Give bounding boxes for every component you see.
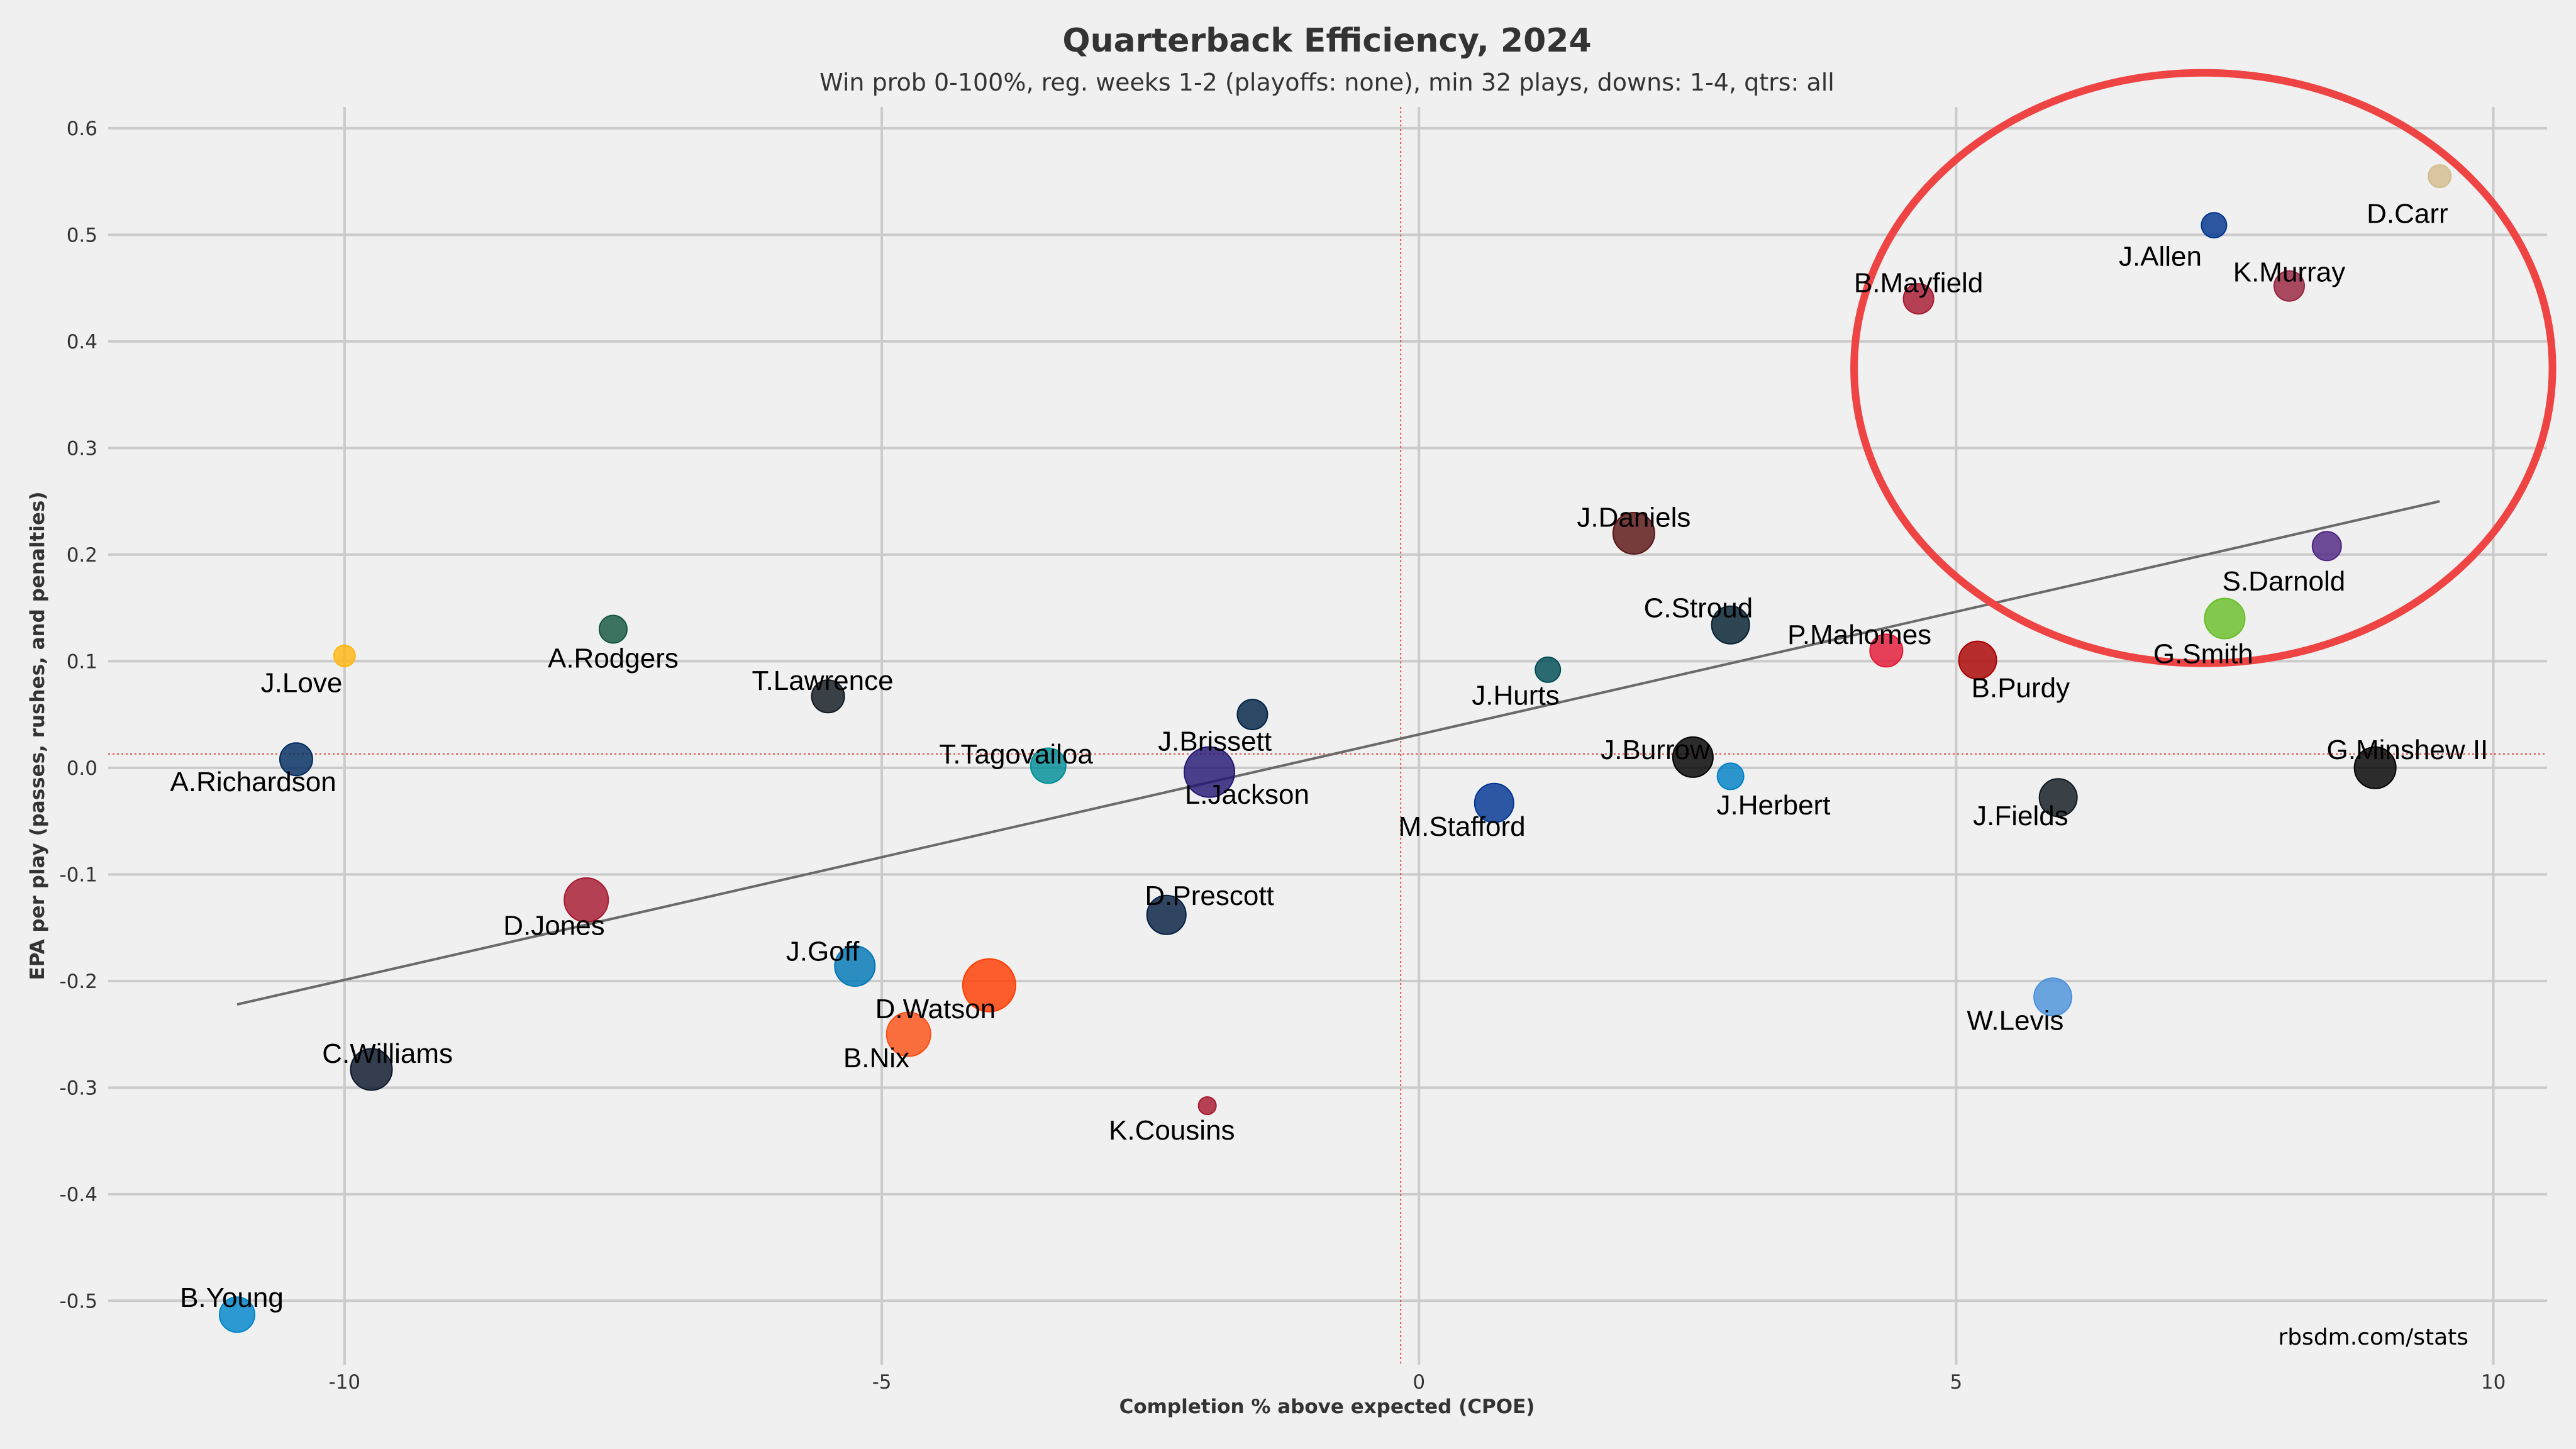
- y-tick-label: 0.3: [67, 437, 97, 460]
- point-j-daniels: [1612, 511, 1655, 555]
- y-tick-label: 0.2: [67, 544, 97, 567]
- y-tick-label: 0.1: [67, 650, 97, 673]
- point-j-hurts: [1535, 656, 1562, 683]
- y-tick-label: -0.3: [60, 1077, 98, 1099]
- point-label-w-levis: W.Levis: [1967, 1006, 2063, 1036]
- point-k-murray: [2273, 270, 2305, 302]
- point-label-j-allen: J.Allen: [2119, 241, 2202, 272]
- point-label-j-herbert: J.Herbert: [1716, 790, 1830, 821]
- point-k-cousins: [1197, 1096, 1217, 1116]
- point-j-love: [333, 644, 356, 667]
- point-label-s-darnold: S.Darnold: [2223, 566, 2346, 597]
- x-tick-label: 5: [1950, 1371, 1963, 1394]
- grid-layer: [108, 107, 2547, 1365]
- point-g-smith: [2204, 597, 2246, 640]
- trend-line-layer: [236, 500, 2440, 1006]
- point-label-j-burrow: J.Burrow: [1601, 735, 1710, 765]
- x-tick-label: -5: [872, 1371, 892, 1394]
- point-d-prescott: [1146, 894, 1187, 935]
- point-label-b-mayfield: B.Mayfield: [1854, 268, 1983, 299]
- point-label-c-williams: C.Williams: [322, 1038, 453, 1069]
- point-b-mayfield: [1902, 283, 1935, 315]
- point-label-g-minshew-ii: G.Minshew II: [2327, 735, 2489, 765]
- point-label-d-watson: D.Watson: [875, 994, 996, 1024]
- point-label-a-richardson: A.Richardson: [170, 767, 336, 797]
- point-p-mahomes: [1869, 633, 1904, 668]
- point-label-d-jones: D.Jones: [503, 911, 604, 941]
- point-d-watson: [962, 958, 1016, 1013]
- point-b-purdy: [1958, 640, 1997, 680]
- point-label-j-hurts: J.Hurts: [1472, 680, 1559, 711]
- x-tick-label: -10: [329, 1371, 361, 1394]
- x-tick-label: 0: [1413, 1371, 1425, 1394]
- point-label-m-stafford: M.Stafford: [1398, 811, 1525, 842]
- point-s-darnold: [2311, 531, 2342, 562]
- point-labels-layer: D.Carr J.Allen K.Murray B.Mayfield J.Daniels…: [170, 198, 2489, 1313]
- chart-title: Quarterback Efficiency, 2024: [1062, 22, 1591, 60]
- points-layer: [219, 164, 2452, 1333]
- point-c-williams: [350, 1048, 393, 1091]
- point-label-j-love: J.Love: [261, 667, 343, 698]
- point-label-j-brissett: J.Brissett: [1158, 726, 1272, 757]
- point-label-c-stroud: C.Stroud: [1644, 593, 1753, 624]
- point-j-burrow: [1672, 736, 1714, 778]
- x-tick-label: 10: [2481, 1371, 2506, 1394]
- point-b-nix: [886, 1011, 931, 1057]
- point-j-herbert: [1716, 762, 1745, 791]
- tick-labels-layer: 0.6 0.5 0.4 0.3 0.2 0.1 0.0 -0.1 -0.2 -0.3 -0.4 -0.…: [60, 118, 2506, 1394]
- point-j-allen: [2201, 212, 2228, 239]
- point-label-j-fields: J.Fields: [1973, 801, 2068, 831]
- point-a-richardson: [279, 742, 313, 777]
- y-tick-label: -0.1: [60, 863, 98, 886]
- chart-subtitle: Win prob 0-100%, reg. weeks 1-2 (playoff…: [819, 69, 1835, 96]
- highlight-ellipse: [1850, 69, 2557, 667]
- point-c-stroud: [1711, 605, 1750, 645]
- point-b-young: [219, 1296, 256, 1333]
- y-axis-label: EPA per play (passes, rushes, and penalt…: [26, 492, 49, 980]
- point-d-jones: [564, 877, 609, 923]
- trend-line: [236, 500, 2440, 1006]
- point-label-b-young: B.Young: [180, 1282, 284, 1313]
- point-l-jackson: [1184, 746, 1236, 798]
- point-a-rodgers: [598, 614, 628, 644]
- highlight-ellipse-layer: [1850, 69, 2557, 667]
- reference-lines: [108, 107, 2547, 1365]
- y-tick-label: 0.4: [67, 331, 97, 353]
- point-label-d-prescott: D.Prescott: [1145, 880, 1274, 911]
- point-m-stafford: [1474, 782, 1514, 823]
- point-j-goff: [834, 945, 876, 987]
- point-label-j-daniels: J.Daniels: [1577, 502, 1690, 533]
- point-label-p-mahomes: P.Mahomes: [1787, 619, 1931, 650]
- point-t-tagovailoa: [1030, 747, 1067, 784]
- point-label-l-jackson: L.Jackson: [1185, 779, 1309, 810]
- point-label-a-rodgers: A.Rodgers: [548, 643, 679, 674]
- point-label-t-tagovailoa: T.Tagovailoa: [939, 739, 1093, 770]
- point-label-j-goff: J.Goff: [786, 936, 860, 967]
- point-label-b-nix: B.Nix: [843, 1043, 909, 1074]
- point-w-levis: [2033, 977, 2073, 1017]
- point-label-b-purdy: B.Purdy: [1972, 673, 2070, 704]
- point-d-carr: [2428, 164, 2452, 189]
- point-t-lawrence: [811, 679, 845, 714]
- y-tick-label: -0.5: [60, 1290, 98, 1313]
- point-label-d-carr: D.Carr: [2367, 198, 2448, 229]
- y-tick-label: -0.4: [60, 1184, 98, 1206]
- y-tick-label: 0.6: [67, 118, 97, 140]
- point-label-g-smith: G.Smith: [2153, 638, 2253, 669]
- source-credit: rbsdm.com/stats: [2278, 1324, 2468, 1350]
- point-g-minshew-ii: [2353, 746, 2397, 789]
- y-tick-label: 0.0: [67, 757, 97, 780]
- point-j-brissett: [1236, 699, 1269, 731]
- y-tick-label: 0.5: [67, 224, 97, 247]
- point-label-k-murray: K.Murray: [2233, 257, 2345, 288]
- point-label-t-lawrence: T.Lawrence: [752, 665, 894, 696]
- y-tick-label: -0.2: [60, 970, 98, 993]
- point-label-k-cousins: K.Cousins: [1109, 1115, 1235, 1146]
- x-axis-label: Completion % above expected (CPOE): [1119, 1396, 1535, 1418]
- point-j-fields: [2038, 778, 2078, 818]
